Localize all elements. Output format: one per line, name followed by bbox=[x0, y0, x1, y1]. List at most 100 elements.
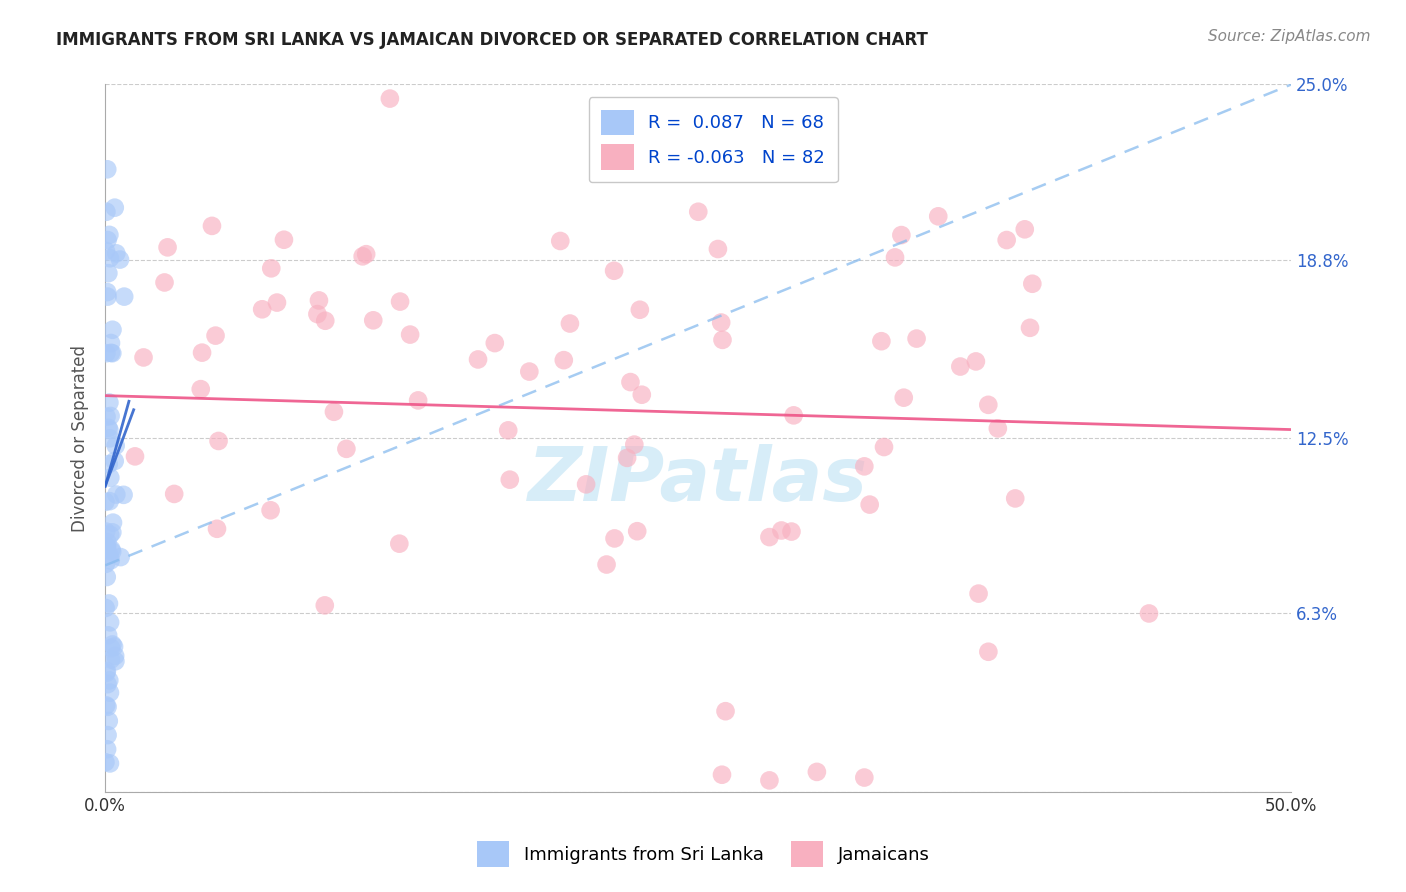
Point bbox=[94, 557, 117, 571]
Point bbox=[96, 346, 118, 360]
Point bbox=[905, 332, 928, 346]
Point bbox=[96, 535, 118, 549]
Point bbox=[967, 586, 990, 600]
Point bbox=[96, 162, 118, 177]
Point bbox=[101, 544, 124, 558]
Point bbox=[388, 537, 411, 551]
Point bbox=[101, 638, 124, 652]
Point bbox=[548, 234, 571, 248]
Point bbox=[204, 328, 226, 343]
Point bbox=[190, 382, 212, 396]
Point bbox=[97, 233, 120, 247]
Point bbox=[710, 316, 733, 330]
Point bbox=[1014, 222, 1036, 236]
Point bbox=[112, 488, 135, 502]
Point bbox=[853, 459, 876, 474]
Point bbox=[98, 686, 121, 700]
Point bbox=[1004, 491, 1026, 506]
Point bbox=[806, 764, 828, 779]
Point bbox=[98, 395, 121, 409]
Point bbox=[98, 673, 121, 688]
Point bbox=[927, 210, 949, 224]
Point bbox=[352, 249, 374, 263]
Point bbox=[112, 290, 135, 304]
Point bbox=[205, 522, 228, 536]
Point bbox=[207, 434, 229, 448]
Point bbox=[96, 698, 118, 713]
Point bbox=[575, 477, 598, 491]
Point bbox=[603, 532, 626, 546]
Point bbox=[105, 246, 128, 260]
Point bbox=[153, 276, 176, 290]
Point bbox=[499, 473, 522, 487]
Point bbox=[553, 353, 575, 368]
Point bbox=[97, 597, 120, 611]
Point bbox=[96, 409, 118, 424]
Point bbox=[96, 539, 118, 553]
Point bbox=[97, 628, 120, 642]
Point bbox=[965, 354, 987, 368]
Point bbox=[517, 365, 540, 379]
Point bbox=[266, 295, 288, 310]
Point bbox=[104, 454, 127, 468]
Point bbox=[103, 640, 125, 654]
Point bbox=[98, 615, 121, 630]
Point bbox=[1021, 277, 1043, 291]
Y-axis label: Divorced or Separated: Divorced or Separated bbox=[72, 344, 89, 532]
Point bbox=[616, 450, 638, 465]
Point bbox=[108, 252, 131, 267]
Point bbox=[96, 665, 118, 680]
Point bbox=[163, 487, 186, 501]
Point bbox=[98, 756, 121, 771]
Point bbox=[484, 336, 506, 351]
Point bbox=[97, 699, 120, 714]
Point bbox=[100, 542, 122, 557]
Point bbox=[101, 346, 124, 360]
Point bbox=[558, 317, 581, 331]
Legend: R =  0.087   N = 68, R = -0.063   N = 82: R = 0.087 N = 68, R = -0.063 N = 82 bbox=[589, 97, 838, 182]
Point bbox=[94, 524, 117, 539]
Point bbox=[98, 431, 121, 445]
Point bbox=[354, 247, 377, 261]
Point bbox=[97, 714, 120, 728]
Point bbox=[595, 558, 617, 572]
Point bbox=[260, 261, 283, 276]
Point bbox=[101, 323, 124, 337]
Point bbox=[314, 599, 336, 613]
Point bbox=[104, 439, 127, 453]
Point bbox=[98, 494, 121, 508]
Point bbox=[98, 252, 121, 266]
Point bbox=[314, 314, 336, 328]
Point bbox=[100, 346, 122, 360]
Point bbox=[96, 664, 118, 678]
Point bbox=[884, 251, 907, 265]
Point bbox=[97, 290, 120, 304]
Point bbox=[399, 327, 422, 342]
Point bbox=[132, 351, 155, 365]
Point bbox=[949, 359, 972, 374]
Point bbox=[378, 92, 401, 106]
Point bbox=[467, 352, 489, 367]
Point bbox=[156, 240, 179, 254]
Point bbox=[890, 228, 912, 243]
Point bbox=[323, 405, 346, 419]
Text: IMMIGRANTS FROM SRI LANKA VS JAMAICAN DIVORCED OR SEPARATED CORRELATION CHART: IMMIGRANTS FROM SRI LANKA VS JAMAICAN DI… bbox=[56, 31, 928, 49]
Point bbox=[100, 336, 122, 351]
Point bbox=[496, 423, 519, 437]
Point bbox=[859, 498, 882, 512]
Point bbox=[335, 442, 357, 456]
Point bbox=[619, 375, 641, 389]
Point bbox=[1137, 607, 1160, 621]
Point bbox=[780, 524, 803, 539]
Point bbox=[977, 645, 1000, 659]
Point bbox=[688, 204, 710, 219]
Point bbox=[97, 677, 120, 691]
Point bbox=[628, 302, 651, 317]
Point bbox=[98, 471, 121, 485]
Point bbox=[623, 437, 645, 451]
Point bbox=[98, 227, 121, 242]
Point bbox=[873, 440, 896, 454]
Point bbox=[603, 264, 626, 278]
Point bbox=[96, 541, 118, 555]
Point bbox=[124, 450, 146, 464]
